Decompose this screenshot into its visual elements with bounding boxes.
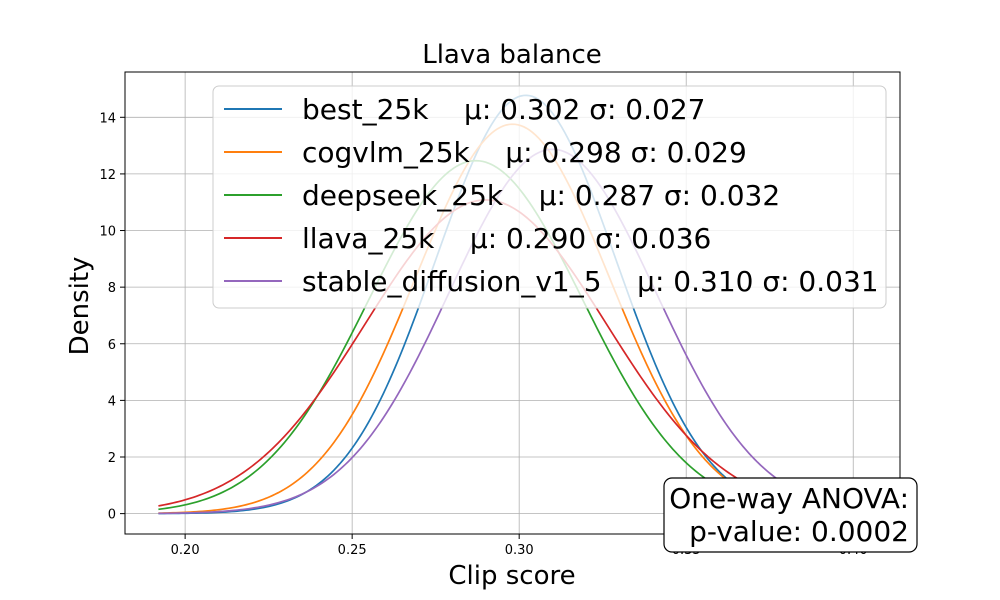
- legend-box: [212, 85, 887, 309]
- y-tick-label: 6: [108, 338, 116, 353]
- legend: best_25k μ: 0.302 σ: 0.027 cogvlm_25k μ: …: [212, 85, 887, 309]
- y-tick-label: 10: [99, 225, 116, 240]
- legend-label: stable_diffusion_v1_5 μ: 0.310 σ: 0.031: [302, 265, 879, 298]
- y-axis-label: Density: [65, 257, 95, 356]
- y-ticks: 0 2 4 6 8 10 12 14: [99, 111, 125, 523]
- x-tick-label: 0.25: [338, 543, 367, 558]
- y-tick-label: 14: [99, 111, 116, 126]
- x-axis-label: Clip score: [448, 561, 575, 591]
- anova-box: [663, 477, 918, 553]
- legend-label: best_25k μ: 0.302 σ: 0.027: [302, 93, 705, 126]
- y-tick-label: 12: [99, 168, 116, 183]
- y-tick-label: 8: [108, 281, 116, 296]
- plot-frame: [124, 71, 901, 535]
- chart-title: Llava balance: [422, 40, 602, 70]
- x-ticks: 0.200.250.300.350.40: [171, 534, 868, 558]
- legend-label: llava_25k μ: 0.290 σ: 0.036: [302, 222, 711, 255]
- x-tick-label: 0.30: [505, 543, 534, 558]
- legend-label: cogvlm_25k μ: 0.298 σ: 0.029: [302, 136, 747, 169]
- anova-line-2: p-value: 0.0002: [689, 515, 909, 548]
- anova-line-1: One-way ANOVA:: [669, 482, 909, 515]
- y-tick-label: 0: [108, 508, 116, 523]
- x-tick-label: 0.20: [171, 543, 200, 558]
- anova-annotation: One-way ANOVA: p-value: 0.0002: [663, 477, 918, 553]
- legend-label: deepseek_25k μ: 0.287 σ: 0.032: [302, 179, 780, 212]
- y-tick-label: 2: [108, 451, 116, 466]
- y-tick-label: 4: [108, 394, 116, 409]
